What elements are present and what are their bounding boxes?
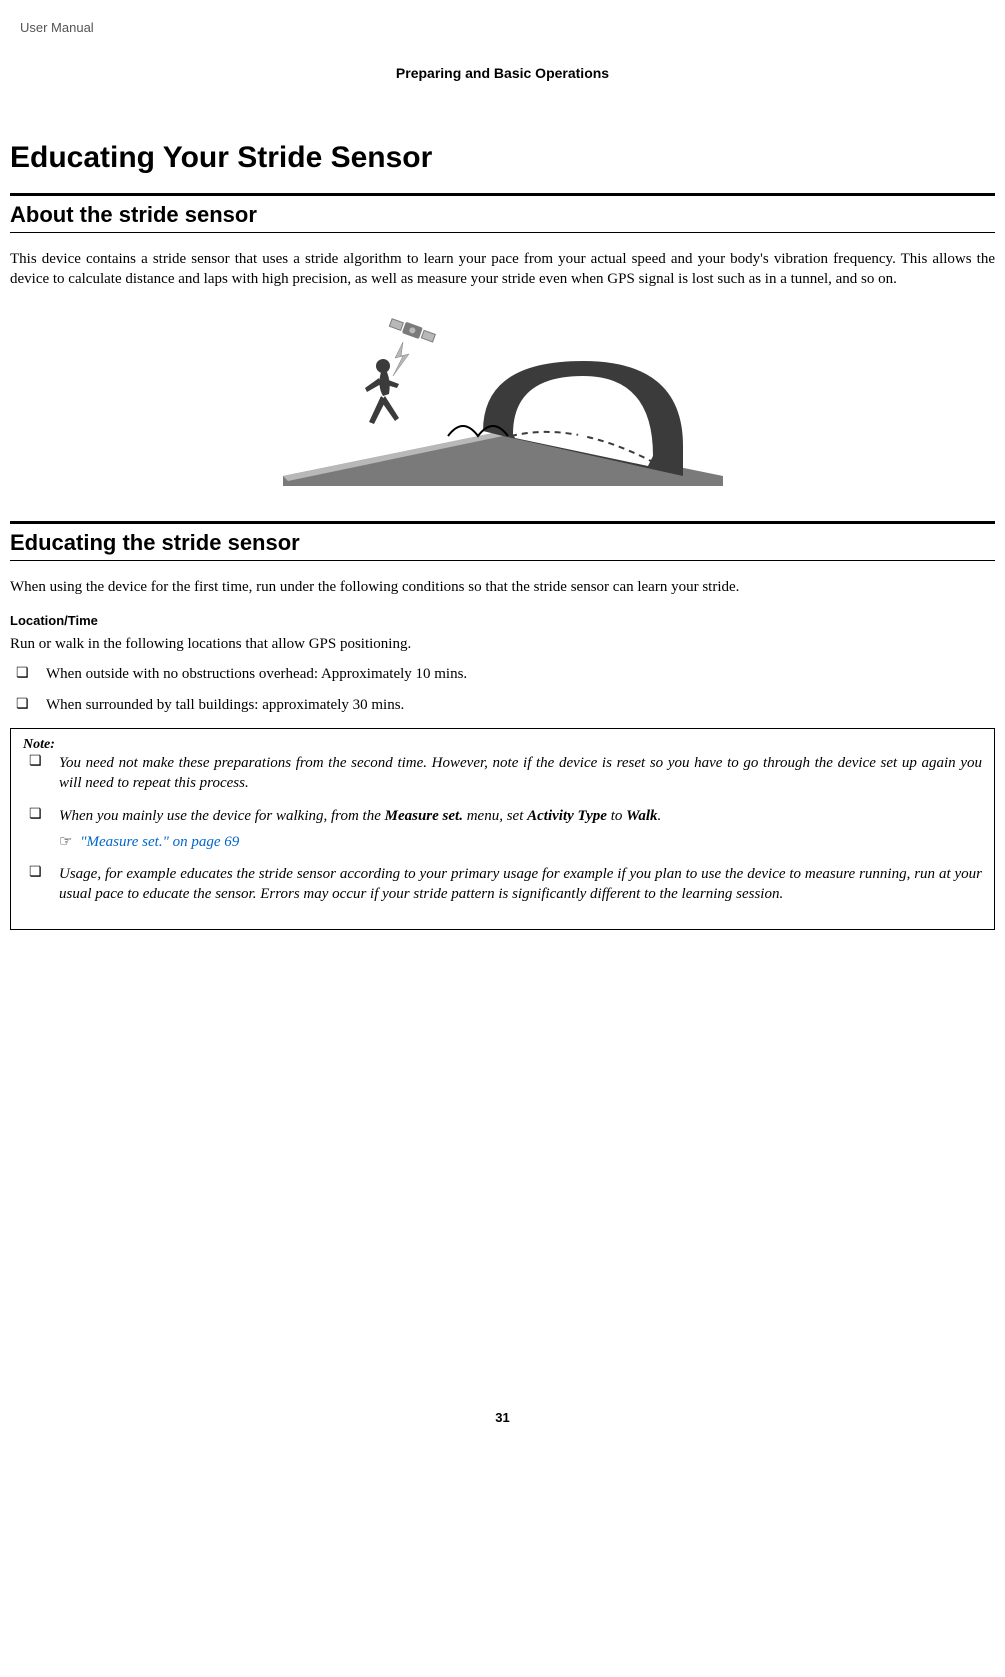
divider (10, 521, 995, 524)
about-body: This device contains a stride sensor tha… (10, 249, 995, 290)
note-item: Usage, for example educates the stride s… (23, 864, 982, 905)
doc-type-label: User Manual (20, 20, 995, 35)
page-number: 31 (10, 1410, 995, 1425)
heading-educating: Educating the stride sensor (10, 530, 995, 556)
divider (10, 193, 995, 196)
tunnel-runner-illustration (253, 306, 753, 486)
illustration (10, 306, 995, 491)
cross-reference-link[interactable]: "Measure set." on page 69 (80, 834, 239, 850)
note-label: Note: (23, 737, 982, 753)
list-item: When surrounded by tall buildings: appro… (10, 695, 995, 716)
location-list: When outside with no obstructions overhe… (10, 664, 995, 716)
divider (10, 232, 995, 233)
location-intro: Run or walk in the following locations t… (10, 634, 995, 654)
page-title: Educating Your Stride Sensor (10, 141, 995, 175)
note-item: You need not make these preparations fro… (23, 753, 982, 794)
note-box: Note: You need not make these preparatio… (10, 728, 995, 930)
section-label: Preparing and Basic Operations (10, 65, 995, 81)
subhead-location-time: Location/Time (10, 613, 995, 628)
note-list: You need not make these preparations fro… (23, 753, 982, 905)
list-item: When outside with no obstructions overhe… (10, 664, 995, 685)
heading-about: About the stride sensor (10, 202, 995, 228)
note-item: When you mainly use the device for walki… (23, 806, 982, 853)
educating-intro: When using the device for the first time… (10, 577, 995, 597)
pointer-icon: ☞ (59, 834, 72, 850)
divider (10, 560, 995, 561)
